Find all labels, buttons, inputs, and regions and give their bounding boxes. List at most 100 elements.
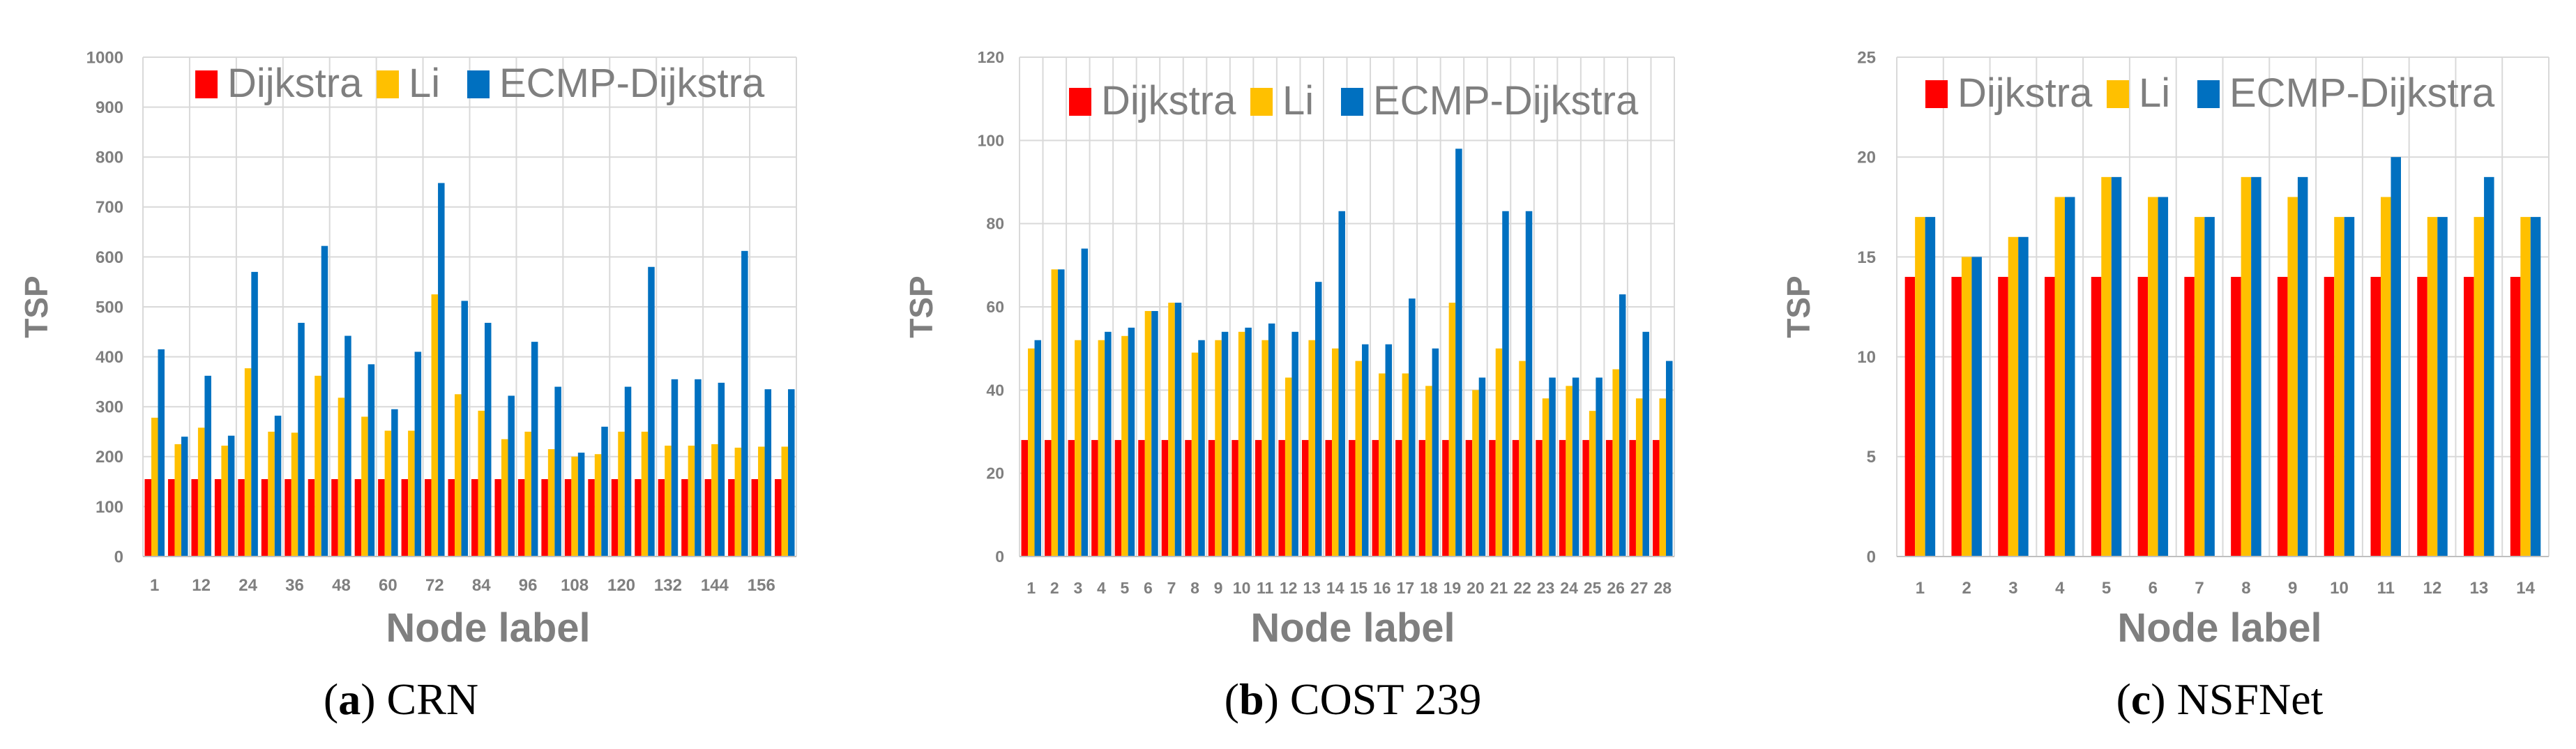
x-tick-label: 18 [1420,579,1438,597]
bar-ecmp-dijkstra [1432,348,1439,557]
bar-ecmp-dijkstra [1619,294,1626,557]
y-tick-label: 100 [978,131,1004,149]
x-tick-label: 19 [1444,579,1462,597]
bar-li [2381,197,2391,557]
bar-ecmp-dijkstra [1385,344,1393,557]
legend-label: Dijkstra [1957,70,2093,116]
x-tick-label: 9 [1214,579,1223,597]
bar-ecmp-dijkstra [251,271,258,557]
bar-dijkstra [1536,439,1543,557]
x-tick-label: 84 [472,576,491,595]
bar-dijkstra [448,479,455,557]
bar-li [361,416,368,557]
bar-li [1659,398,1666,557]
x-tick-label: 14 [1326,579,1344,597]
legend-swatch [377,70,399,98]
bar-ecmp-dijkstra [741,250,748,557]
bar-dijkstra [1652,439,1660,557]
bar-li [2287,197,2298,557]
legend-swatch [467,70,490,98]
bar-li [197,428,205,557]
x-tick-label: 96 [519,576,538,595]
bar-ecmp-dijkstra [2158,197,2169,557]
y-tick-label: 200 [96,448,123,467]
x-tick-label: 6 [2149,579,2158,598]
caption: (c) NSFNet [2116,674,2324,724]
y-axis-title: TSP [1780,275,1817,338]
bar-ecmp-dijkstra [2297,176,2308,557]
bar-dijkstra [2137,277,2149,557]
bar-li [1402,373,1409,557]
x-tick-label: 22 [1513,579,1531,597]
x-axis-title: Node label [1250,605,1455,651]
caption-letter: c [2131,674,2151,724]
bar-dijkstra [2370,277,2381,557]
bar-dijkstra [1512,439,1520,557]
y-tick-label: 400 [96,348,123,367]
bar-ecmp-dijkstra [1596,377,1603,557]
x-tick-label: 5 [1121,579,1130,597]
caption: (b) COST 239 [1225,674,1482,724]
bar-dijkstra [517,479,525,557]
bar-ecmp-dijkstra [1455,149,1462,557]
bar-li [1098,340,1105,557]
y-tick-label: 900 [96,98,123,117]
caption-paren-open: ( [2116,674,2131,724]
bar-ecmp-dijkstra [2251,176,2261,557]
bar-dijkstra [1582,439,1589,557]
bar-dijkstra [2464,277,2474,557]
bar-li [1635,398,1643,557]
legend-swatch [2197,80,2220,108]
y-axis-title: TSP [18,275,54,338]
bar-li [781,446,789,557]
bar-dijkstra [2324,277,2335,557]
bar-dijkstra [191,479,198,557]
legend-swatch [195,70,218,98]
bar-ecmp-dijkstra [298,322,305,557]
bar-li [501,439,508,557]
legend-label: Dijkstra [1101,78,1236,123]
bar-li [1472,390,1479,557]
bar-li [244,368,252,557]
bar-dijkstra [401,479,409,557]
bar-ecmp-dijkstra [2344,217,2355,557]
bar-li [2241,176,2252,557]
bar-dijkstra [2231,277,2241,557]
bar-ecmp-dijkstra [391,409,398,557]
bar-dijkstra [308,479,315,557]
bar-ecmp-dijkstra [2437,217,2448,557]
x-tick-label: 4 [1097,579,1106,597]
bar-li [1262,340,1268,557]
bar-li [1355,361,1363,557]
bar-ecmp-dijkstra [227,435,235,557]
legend-swatch [1069,88,1091,116]
x-tick-label: 10 [2330,579,2349,598]
bar-dijkstra [1559,439,1566,557]
bar-ecmp-dijkstra [1105,331,1112,557]
legend-label: ECMP-Dijkstra [499,61,765,106]
bar-li [2101,176,2112,557]
caption-paren-close: ) [361,674,375,724]
bar-dijkstra [214,479,222,557]
bar-li [1961,257,1972,557]
bar-dijkstra [2417,277,2427,557]
legend-label: Li [409,61,440,106]
legend-swatch [1925,80,1948,108]
bar-dijkstra [2045,277,2055,557]
bar-ecmp-dijkstra [1478,377,1486,557]
bar-ecmp-dijkstra [1525,211,1533,557]
x-tick-label: 21 [1490,579,1508,597]
bar-dijkstra [564,479,572,557]
x-tick-label: 1 [1916,579,1925,598]
bar-dijkstra [1998,277,2008,557]
bar-ecmp-dijkstra [181,437,188,557]
bar-li [641,432,649,557]
bar-ecmp-dijkstra [274,416,282,557]
bar-ecmp-dijkstra [1268,323,1275,557]
bar-li [758,446,765,557]
x-tick-label: 3 [2008,579,2017,598]
bar-li [734,447,742,557]
legend-label: Li [2139,70,2170,116]
bar-li [2008,236,2019,557]
bar-li [2520,217,2531,557]
